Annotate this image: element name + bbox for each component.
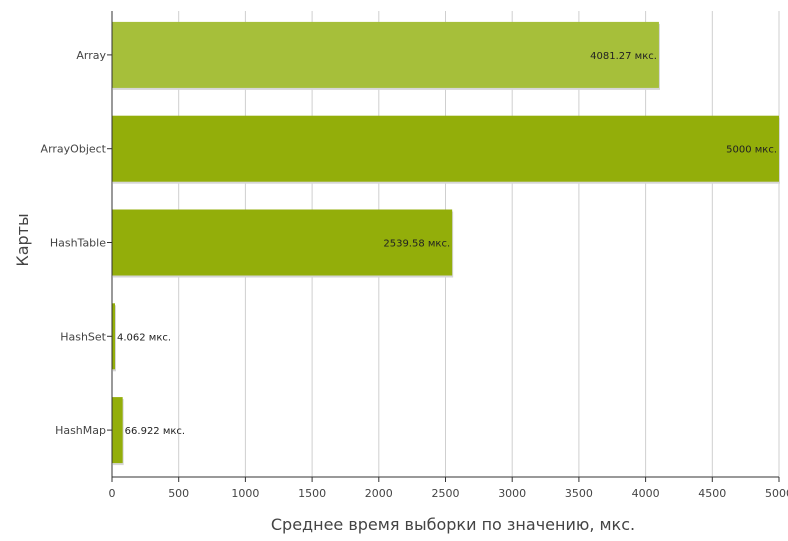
x-tick-label: 1000 <box>231 487 259 500</box>
y-tick-label: HashMap <box>55 424 106 437</box>
y-tick-label: HashSet <box>60 330 106 343</box>
bar <box>112 115 779 182</box>
y-axis-title: Карты <box>13 213 32 266</box>
data-label: 66.922 мкс. <box>125 426 185 437</box>
axes <box>107 11 780 482</box>
data-label: 5000 мкс. <box>726 145 777 156</box>
x-tick-label: 4500 <box>698 487 726 500</box>
x-tick-label: 2500 <box>432 487 460 500</box>
bar <box>112 21 659 88</box>
x-axis-title: Среднее время выборки по значению, мкс. <box>271 515 635 534</box>
data-labels: 4081.27 мкс. 5000 мкс. 2539.58 мкс. 4.062 м… <box>117 51 777 437</box>
y-tick-label: HashTable <box>50 237 106 250</box>
data-label: 4081.27 мкс. <box>590 51 657 62</box>
x-tick-label: 500 <box>168 487 189 500</box>
x-tick-label: 3500 <box>565 487 593 500</box>
x-tick-label: 3000 <box>498 487 526 500</box>
bar <box>112 397 123 464</box>
x-tick-label: 0 <box>109 487 116 500</box>
x-tick-labels: 0 500 1000 1500 2000 2500 3000 3500 4000 4500 5000 <box>109 487 788 500</box>
x-tick-label: 2000 <box>365 487 393 500</box>
bars <box>112 21 780 466</box>
bar <box>112 209 453 276</box>
x-tick-label: 5000 <box>765 487 788 500</box>
data-label: 2539.58 мкс. <box>383 239 450 250</box>
x-tick-label: 4000 <box>632 487 660 500</box>
y-tick-label: Array <box>76 49 106 62</box>
y-tick-label: ArrayObject <box>41 143 107 156</box>
x-tick-label: 1500 <box>298 487 326 500</box>
y-tick-labels: Array ArrayObject HashTable HashSet HashMap <box>41 49 107 437</box>
data-label: 4.062 мкс. <box>117 332 171 343</box>
bar <box>112 303 115 370</box>
